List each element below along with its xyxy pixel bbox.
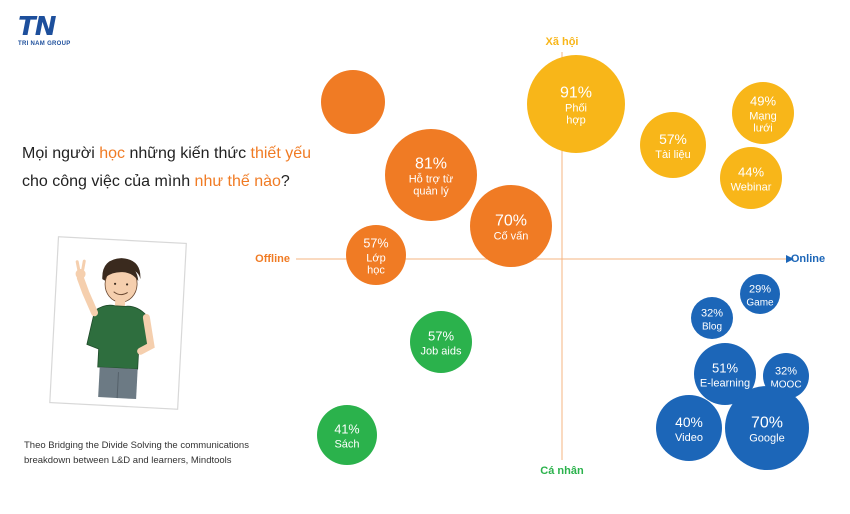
bubble: 57% Job aids — [410, 311, 472, 373]
bubble-label: Mạng — [749, 111, 777, 123]
bubble-circle — [317, 405, 377, 465]
bubble-label: lưới — [753, 123, 772, 135]
question-highlight: như thế nào — [194, 173, 281, 190]
bubble-circle — [527, 55, 625, 153]
bubble-circle — [732, 82, 794, 144]
question-part: những kiến thức — [125, 145, 251, 162]
bubble-value: 40% — [675, 414, 703, 430]
person-illustration — [49, 236, 187, 410]
bubble-label: Tài liệu — [655, 149, 690, 161]
bubble-label: Lớp — [366, 252, 385, 264]
bubble: 44% Webinar — [720, 147, 782, 209]
question-part: ? — [280, 173, 290, 190]
bubble-circle — [346, 225, 406, 285]
bubble-label: Phối — [565, 103, 587, 115]
bubble-label: Webinar — [731, 182, 772, 194]
question-highlight: học — [99, 145, 126, 162]
bubble: 41% Sách — [317, 405, 377, 465]
axis-label-bottom: Cá nhân — [540, 465, 584, 477]
bubble: 40% Video — [656, 395, 722, 461]
logo-subtitle: TRI NAM GROUP — [18, 41, 71, 47]
bubble-label: Cố vấn — [494, 231, 529, 243]
bubble-circle — [385, 129, 477, 221]
bubble: 57% Tài liệu — [640, 112, 706, 178]
bubble-value: 81% — [415, 156, 447, 173]
bubble-label: Blog — [702, 321, 722, 332]
horizontal-axis-arrow — [786, 255, 794, 263]
bubble-label: Game — [746, 297, 774, 308]
bubble: 70%Cố vấn — [470, 185, 552, 267]
bubble-circle — [470, 185, 552, 267]
bubble-label: học — [367, 264, 385, 276]
bubble-label: Sách — [334, 438, 359, 450]
question-highlight: thiết yếu — [250, 145, 312, 162]
bubble-value: 41% — [334, 422, 359, 436]
bubble-value: 57% — [428, 329, 454, 344]
bubble-value: 32% — [775, 365, 797, 377]
bubble-value: 70% — [751, 415, 783, 432]
bubble-label: quản lý — [413, 186, 449, 198]
bubble — [321, 70, 385, 134]
bubble: 29% Game — [740, 274, 780, 314]
bubble-value: 49% — [750, 94, 776, 109]
axis-label-right: Online — [791, 253, 825, 265]
bubble-label: hợp — [566, 115, 585, 127]
bubble-label: Video — [675, 432, 703, 444]
bubble-circle — [694, 343, 756, 405]
bubble-value: 44% — [738, 165, 764, 180]
bubble-value: 70% — [495, 213, 527, 230]
question-heading: Mọi người học những kiến thức thiết yếu … — [22, 140, 312, 196]
bubble-label: MOOC — [770, 379, 801, 390]
bubble-label: Hỗ trợ từ — [409, 173, 454, 186]
bubble-value: 51% — [712, 361, 738, 376]
source-citation: Theo Bridging the Divide Solving the com… — [24, 440, 249, 466]
bubble-value: 57% — [363, 236, 388, 250]
bubble-value: 57% — [659, 131, 687, 147]
bubble-circle — [691, 297, 733, 339]
bubble-circle — [410, 311, 472, 373]
bubble-label: E-learning — [700, 378, 750, 390]
bubble-circle — [656, 395, 722, 461]
bubble-circle — [321, 70, 385, 134]
bubble-circle — [720, 147, 782, 209]
bubble-circle — [640, 112, 706, 178]
bubble-label: Job aids — [421, 346, 462, 358]
question-part: cho công việc của mình — [22, 173, 195, 190]
bubble-value: 91% — [560, 85, 592, 102]
question-part: Mọi người — [22, 145, 100, 162]
logo-mark: TN — [18, 12, 57, 42]
bubble: 32% Blog — [691, 297, 733, 339]
bubble: 51% E-learning — [694, 343, 756, 405]
bubble-circle — [740, 274, 780, 314]
axis-label-top: Xã hội — [545, 36, 578, 48]
bubble: 70%Google — [725, 386, 809, 470]
bubble-label: Google — [749, 433, 784, 445]
tn-logo: TN TRI NAM GROUP — [18, 14, 78, 50]
bubble-value: 32% — [701, 307, 723, 319]
bubble-circle — [725, 386, 809, 470]
bubble-value: 29% — [749, 283, 771, 295]
axis-label-left: Offline — [255, 253, 290, 265]
